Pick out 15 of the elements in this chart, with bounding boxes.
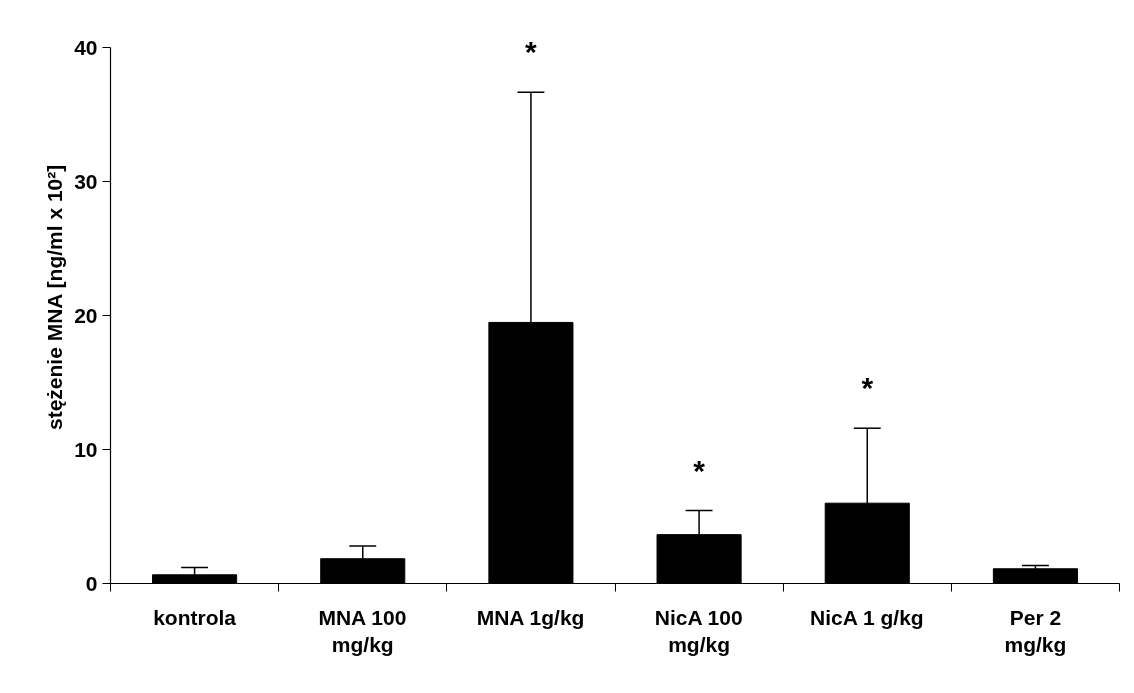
- x-tick-label: NicA 1 g/kg: [810, 605, 924, 629]
- y-axis-title: stężenie MNA [ng/ml x 10²]: [43, 164, 67, 431]
- x-tick-label: Per 2 mg/kg: [1004, 605, 1067, 657]
- x-tick-label: kontrola: [153, 605, 237, 629]
- y-tick-label: 30: [74, 169, 98, 193]
- y-tick-label: 40: [74, 35, 98, 59]
- y-tick-label: 0: [85, 571, 98, 595]
- annotation: *: [861, 371, 874, 405]
- annotation: *: [525, 35, 538, 69]
- y-tick-label: 20: [74, 303, 98, 327]
- x-tick-label: NicA 100 mg/kg: [654, 605, 743, 657]
- y-tick-label: 10: [74, 437, 98, 461]
- annotation: *: [693, 453, 706, 487]
- x-tick-label: MNA 1g/kg: [476, 605, 585, 629]
- x-tick-label: MNA 100 mg/kg: [318, 605, 407, 657]
